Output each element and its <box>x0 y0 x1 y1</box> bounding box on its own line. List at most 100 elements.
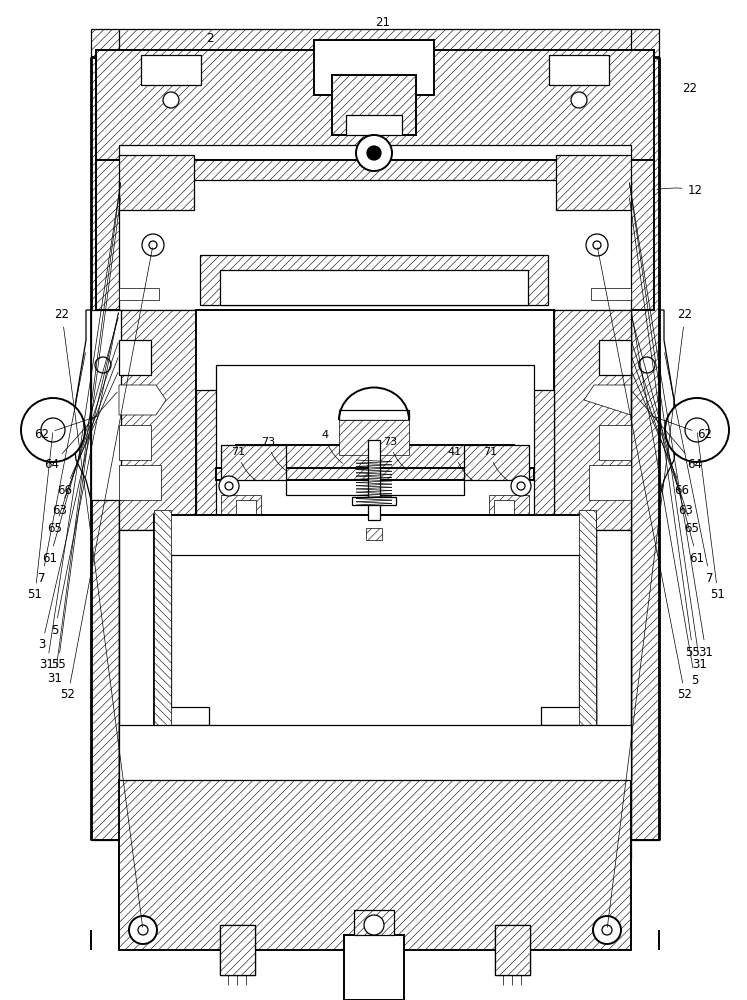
Polygon shape <box>119 425 151 460</box>
Circle shape <box>21 398 85 462</box>
Text: 65: 65 <box>48 343 118 534</box>
Text: 66: 66 <box>58 373 118 496</box>
Text: 22: 22 <box>607 308 692 927</box>
Polygon shape <box>631 310 677 530</box>
Circle shape <box>364 915 384 935</box>
Text: 71: 71 <box>231 447 255 480</box>
Bar <box>171 555 579 775</box>
Polygon shape <box>154 510 171 775</box>
Text: 31: 31 <box>48 183 120 684</box>
Bar <box>549 55 609 85</box>
Bar <box>216 468 534 480</box>
Bar <box>221 445 286 480</box>
Bar <box>344 935 404 1000</box>
Text: 5: 5 <box>52 313 119 637</box>
Text: 55: 55 <box>630 198 701 658</box>
Text: 52: 52 <box>598 248 692 702</box>
Circle shape <box>225 482 233 490</box>
Circle shape <box>138 925 148 935</box>
Polygon shape <box>96 160 654 310</box>
Circle shape <box>602 925 612 935</box>
Circle shape <box>129 916 157 944</box>
Text: 61: 61 <box>43 318 118 564</box>
Text: 51: 51 <box>28 433 53 601</box>
Text: 2: 2 <box>206 31 214 44</box>
Bar <box>368 440 380 520</box>
Text: 73: 73 <box>383 437 408 470</box>
Bar <box>141 55 201 85</box>
Polygon shape <box>631 57 659 840</box>
Polygon shape <box>220 925 255 975</box>
Bar <box>489 495 529 515</box>
Text: 31: 31 <box>40 183 120 672</box>
Polygon shape <box>584 385 631 415</box>
Text: 65: 65 <box>632 343 699 534</box>
Polygon shape <box>91 310 121 500</box>
Text: 5: 5 <box>631 313 698 686</box>
Text: 22: 22 <box>683 82 698 95</box>
Bar <box>119 155 194 210</box>
Bar <box>448 147 508 165</box>
Polygon shape <box>91 57 119 840</box>
Bar <box>591 288 631 300</box>
Text: 52: 52 <box>61 248 152 702</box>
Bar <box>154 707 209 725</box>
Bar <box>464 445 529 480</box>
Text: 63: 63 <box>52 358 118 516</box>
Text: 71: 71 <box>483 447 508 480</box>
Text: 41: 41 <box>448 447 473 480</box>
Polygon shape <box>119 340 151 375</box>
Text: 31: 31 <box>630 183 707 672</box>
Bar <box>236 445 514 470</box>
Bar <box>352 497 396 505</box>
Text: 51: 51 <box>698 433 725 601</box>
Text: 66: 66 <box>632 373 689 496</box>
Circle shape <box>517 482 525 490</box>
Text: 55: 55 <box>51 198 120 672</box>
Bar <box>119 180 631 310</box>
Polygon shape <box>495 925 530 975</box>
Text: 64: 64 <box>45 392 117 472</box>
Polygon shape <box>599 425 631 460</box>
Bar <box>196 310 554 530</box>
Circle shape <box>586 234 608 256</box>
Circle shape <box>219 476 239 496</box>
Circle shape <box>685 418 709 442</box>
Circle shape <box>593 916 621 944</box>
Bar <box>220 270 528 305</box>
Polygon shape <box>119 310 196 530</box>
Circle shape <box>665 398 729 462</box>
Text: 73: 73 <box>261 437 286 470</box>
Polygon shape <box>96 50 654 160</box>
Polygon shape <box>599 340 631 375</box>
Bar <box>154 733 184 743</box>
Bar <box>494 500 514 515</box>
Polygon shape <box>119 780 631 950</box>
Bar <box>314 40 434 95</box>
Circle shape <box>571 92 587 108</box>
Bar <box>286 475 464 495</box>
Polygon shape <box>73 310 119 530</box>
Bar <box>154 515 596 775</box>
Bar <box>220 925 255 975</box>
Text: 63: 63 <box>632 358 693 516</box>
Circle shape <box>149 241 157 249</box>
Bar <box>566 733 596 743</box>
Bar <box>240 147 300 165</box>
Circle shape <box>163 92 179 108</box>
Bar <box>221 495 261 515</box>
Text: 12: 12 <box>657 184 702 196</box>
Bar <box>596 530 631 780</box>
Circle shape <box>95 357 111 373</box>
Circle shape <box>356 135 392 171</box>
Text: 62: 62 <box>651 416 713 442</box>
Bar <box>236 500 256 515</box>
Bar <box>556 155 631 210</box>
Text: 64: 64 <box>633 392 702 472</box>
Bar <box>119 530 154 780</box>
Bar <box>119 145 631 160</box>
Polygon shape <box>339 420 409 455</box>
Polygon shape <box>579 510 596 775</box>
Circle shape <box>593 241 601 249</box>
Text: 4: 4 <box>321 430 343 463</box>
